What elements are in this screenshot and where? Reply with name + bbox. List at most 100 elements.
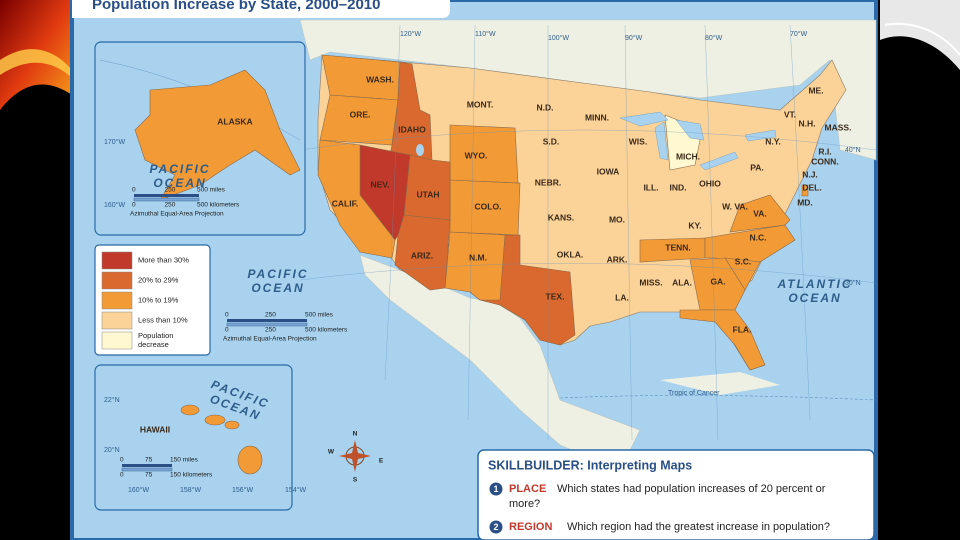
legend-label: More than 30% [138,255,189,264]
state-shape [134,69,301,201]
state-label: MISS. [639,277,662,287]
state-label: N.H. [799,118,816,128]
land-mexico [359,254,641,471]
state-shape [403,154,451,221]
state-label: N.Y. [765,136,781,146]
item-key: REGION [509,521,552,533]
state-label: DEL. [802,182,821,192]
legend-label: decrease [138,340,169,349]
scale-label: 250 [265,327,276,334]
scale-label: 75 [145,472,153,479]
state-label: NEBR. [535,177,561,187]
state-label: PA. [750,162,764,172]
map-frame [70,0,878,540]
tropic-label: Tropic of Cancer [668,390,720,397]
land-cuba [660,372,780,395]
hawaii-island [180,404,200,416]
state-label: KY. [688,220,701,230]
graticule-label: 22°N [104,396,120,404]
scale-label: 250 [265,312,276,319]
state-label: ORE. [350,109,371,119]
state-shape [689,257,746,311]
state-label: ARIZ. [411,250,433,260]
item-number: 2 [493,522,498,532]
state-label: TENN. [665,242,691,252]
hawaii-island [224,420,240,430]
state-label: N.J. [802,169,818,179]
scale-label: 500 kilometers [197,202,240,209]
state-label: VT. [784,109,796,119]
slide-feather [880,0,960,70]
state-label: OKLA. [557,249,583,259]
graticule-label: 160°W [128,486,149,494]
graticule-label: 30°N [845,279,861,287]
ocean-label: PACIFIC [149,162,210,176]
graticule-label: 158°W [180,486,201,494]
state-shape [319,94,399,146]
state-label: HAWAII [140,424,170,434]
state-label: N.C. [750,232,767,242]
state-shape [801,184,809,197]
state-label: FLA. [733,324,752,334]
scale-note: Azimuthal Equal-Area Projection [223,336,317,343]
title-bar [72,0,450,18]
item-number-badge [489,482,503,496]
item-number: 1 [493,484,498,494]
state-shape [317,139,396,259]
map-title: Population Increase by State, 2000–2010 [92,0,380,13]
ocean-label: OCEAN [788,291,841,305]
legend-swatch [101,271,133,290]
hawaii-inset [94,364,293,511]
scale-label: 0 [120,457,124,464]
item-key: PLACE [509,483,546,495]
graticule-label: 80°W [705,34,723,42]
state-label: MASS. [825,122,852,132]
scale-label: 0 [120,472,124,479]
scale-label: 75 [145,457,153,464]
scale-bar-miles [227,319,307,322]
state-label: ALASKA [217,116,252,126]
state-label: UTAH [417,189,440,199]
legend-swatch [101,331,133,350]
state-label: WIS. [629,136,647,146]
legend-swatch [101,251,133,270]
scale-bar-km [226,322,308,327]
state-label: CONN. [811,156,838,166]
land-canada [299,19,877,161]
graticule-label: 110°W [475,30,496,38]
scale-bar-miles [134,194,199,197]
slide-swoosh-highlight [0,49,72,78]
slide-feather-line [884,22,960,56]
compass-letter: N [353,431,358,438]
state-label: ARK. [607,254,628,264]
state-label: MO. [609,214,625,224]
legend-label: Population [138,331,173,340]
graticule-label: 160°W [104,201,125,209]
state-label: LA. [615,292,629,302]
state-label: IDAHO [398,124,426,134]
state-label: MD. [797,197,813,207]
item-text: Which states had population increases of… [557,483,826,495]
state-shape [449,124,519,184]
skillbuilder-heading: SKILLBUILDER: Interpreting Maps [488,458,692,472]
state-label: GA. [710,276,725,286]
state-label: R.I. [818,146,831,156]
state-label: ILL. [643,182,658,192]
ocean-label: ATLANTIC [776,277,852,291]
scale-label: 250 [165,187,176,194]
state-label: IOWA [597,166,620,176]
ocean-label: OCEAN [153,176,206,190]
graticule-label: 20°N [104,446,120,454]
scale-bar-km [133,197,200,202]
scale-label: 0 [225,312,229,319]
item-number-badge [489,520,503,534]
scale-label: 150 kilometers [170,472,213,479]
graticule-label: 40°N [845,146,861,154]
graticule-label: 170°W [104,138,125,146]
ocean-label: PACIFIC [247,267,308,281]
state-label: N.D. [537,102,554,112]
graticule-label: 90°W [625,34,643,42]
state-label: KANS. [548,212,574,222]
